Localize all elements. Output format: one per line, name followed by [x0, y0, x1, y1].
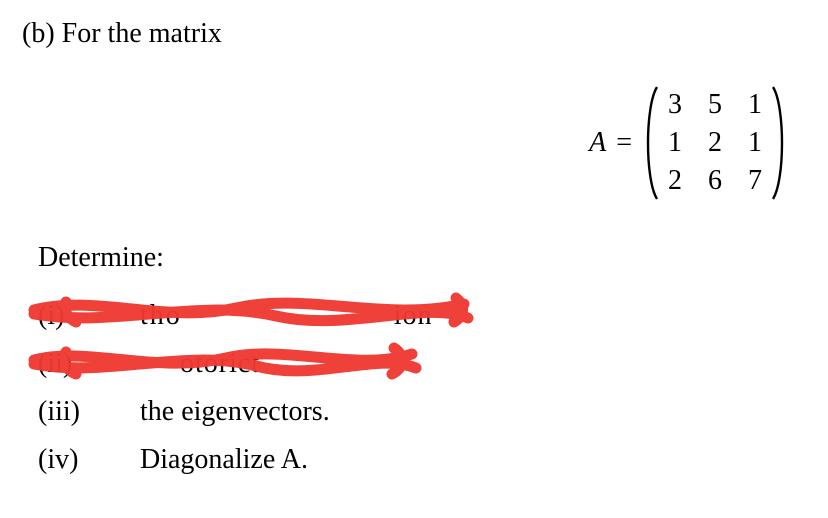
item-fragment: tho	[140, 300, 182, 332]
matrix-cell: 6	[706, 165, 724, 197]
matrix-cell: 5	[706, 89, 724, 121]
list-item: (iii) the eigenvectors.	[38, 388, 433, 436]
list-item: (ii) otorict	[38, 340, 433, 388]
matrix-name: A	[589, 127, 606, 159]
matrix-grid: 3 5 1 1 2 1 2 6 7	[660, 85, 770, 201]
list-item: (i) tho ion	[38, 292, 433, 340]
page: (b) For the matrix A = 3 5 1 1 2 1 2 6 7	[0, 0, 828, 518]
item-number: (iii)	[38, 396, 108, 428]
item-fragment: ion	[394, 300, 433, 332]
items-list: (i) tho ion (ii) otorict (iii) the eigen…	[38, 292, 433, 484]
item-text: the eigenvectors.	[140, 396, 330, 428]
matrix-cell: 1	[666, 127, 684, 159]
list-item: (iv) Diagonalize A.	[38, 436, 433, 484]
matrix-cell: 2	[666, 165, 684, 197]
item-fragment: otorict	[180, 348, 260, 380]
matrix-cell: 3	[666, 89, 684, 121]
right-paren-icon	[770, 85, 788, 201]
equals-sign: =	[616, 127, 632, 159]
matrix-equation: A = 3 5 1 1 2 1 2 6 7	[589, 85, 788, 201]
item-text: Diagonalize A.	[140, 444, 308, 476]
problem-heading: (b) For the matrix	[22, 18, 806, 50]
item-number: (iv)	[38, 444, 108, 476]
part-label: (b)	[22, 18, 55, 49]
determine-label: Determine:	[38, 242, 164, 274]
matrix-cell: 7	[746, 165, 764, 197]
left-paren-icon	[642, 85, 660, 201]
heading-text: For the matrix	[62, 18, 222, 49]
matrix-cell: 2	[706, 127, 724, 159]
item-number: (i)	[38, 300, 108, 332]
matrix-cell: 1	[746, 89, 764, 121]
matrix-body: 3 5 1 1 2 1 2 6 7	[642, 85, 788, 201]
item-number: (ii)	[38, 348, 108, 380]
matrix-cell: 1	[746, 127, 764, 159]
